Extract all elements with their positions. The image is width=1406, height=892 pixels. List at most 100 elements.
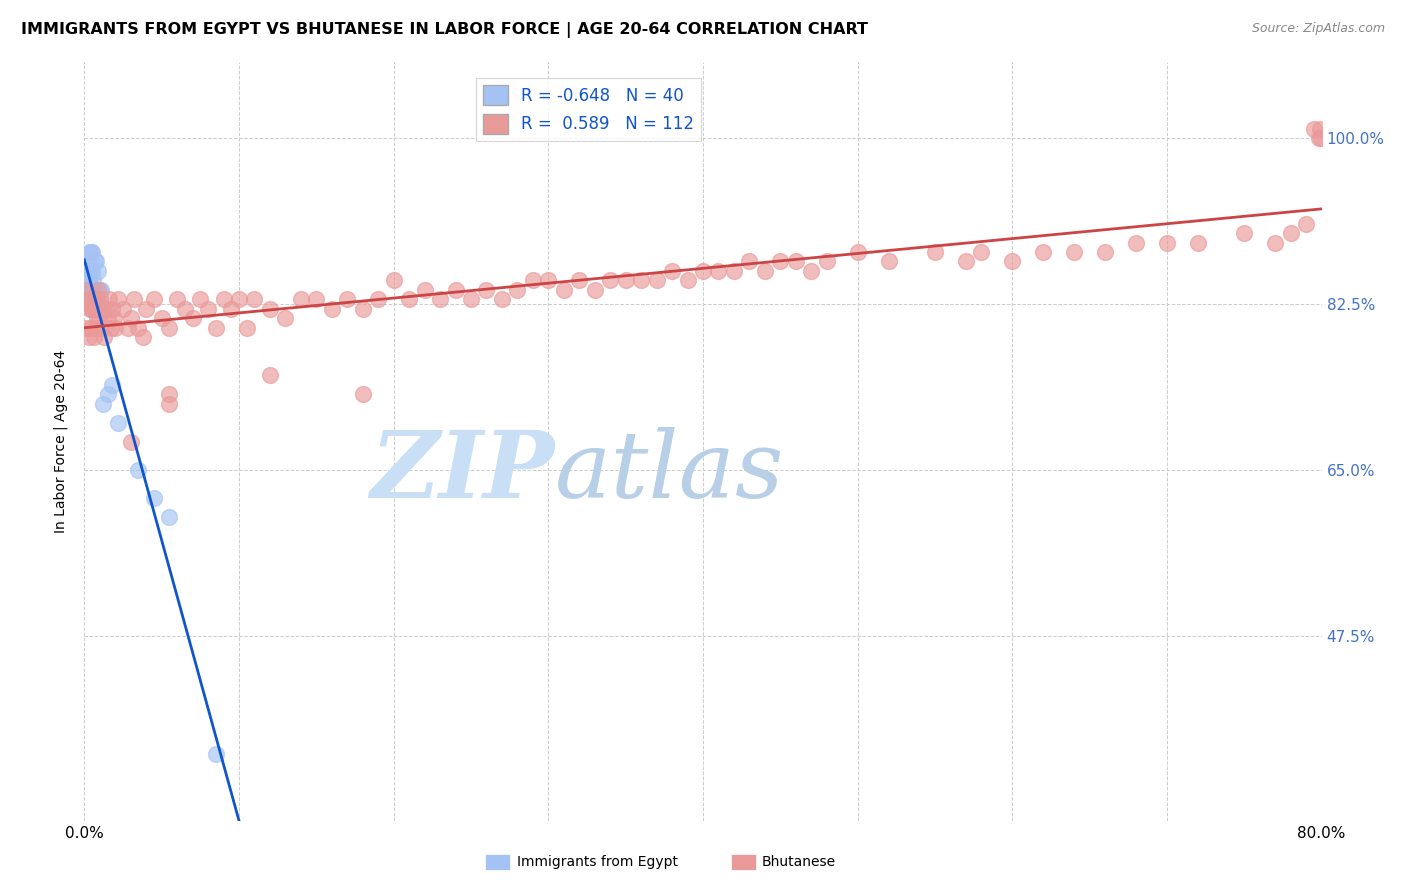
Point bbox=[259, 368, 281, 383]
Point bbox=[100, 321, 122, 335]
Point bbox=[1264, 235, 1286, 250]
Point bbox=[80, 321, 103, 335]
Point bbox=[82, 301, 104, 316]
Point bbox=[101, 377, 124, 392]
Point bbox=[352, 301, 374, 316]
Point bbox=[367, 293, 389, 307]
Point bbox=[924, 244, 946, 259]
Point bbox=[83, 293, 105, 307]
Point bbox=[84, 293, 107, 307]
Point bbox=[398, 293, 420, 307]
Point bbox=[77, 283, 100, 297]
Point bbox=[94, 301, 117, 316]
Point bbox=[205, 747, 228, 762]
Point bbox=[205, 321, 228, 335]
Point bbox=[970, 244, 993, 259]
Point bbox=[79, 283, 101, 297]
Point bbox=[77, 273, 100, 287]
Point bbox=[1063, 244, 1085, 259]
Point bbox=[1302, 121, 1324, 136]
Point bbox=[1094, 244, 1116, 259]
Point bbox=[77, 244, 100, 259]
Point bbox=[91, 396, 114, 410]
Point bbox=[692, 264, 714, 278]
Point bbox=[1309, 121, 1331, 136]
Point bbox=[1032, 244, 1054, 259]
Point bbox=[86, 264, 108, 278]
Point bbox=[212, 293, 235, 307]
Point bbox=[77, 330, 100, 344]
Legend: R = -0.648   N = 40, R =  0.589   N = 112: R = -0.648 N = 40, R = 0.589 N = 112 bbox=[477, 78, 702, 141]
Point bbox=[150, 311, 173, 326]
Point bbox=[235, 321, 259, 335]
Point bbox=[83, 301, 105, 316]
Point bbox=[82, 293, 104, 307]
Point bbox=[79, 293, 101, 307]
Point bbox=[159, 387, 180, 401]
Point bbox=[135, 301, 157, 316]
Point bbox=[1187, 235, 1209, 250]
Point bbox=[84, 293, 107, 307]
Point bbox=[444, 283, 467, 297]
Point bbox=[877, 254, 900, 268]
Point bbox=[413, 283, 436, 297]
Point bbox=[79, 301, 101, 316]
Point bbox=[159, 510, 180, 524]
Point bbox=[127, 321, 149, 335]
Point bbox=[522, 273, 544, 287]
Point bbox=[197, 301, 219, 316]
Point bbox=[79, 293, 101, 307]
Point bbox=[645, 273, 668, 287]
Point bbox=[382, 273, 405, 287]
Point bbox=[630, 273, 652, 287]
Point bbox=[1308, 131, 1330, 145]
Point bbox=[76, 321, 98, 335]
Point bbox=[127, 463, 149, 477]
Point bbox=[491, 293, 513, 307]
Point bbox=[429, 293, 451, 307]
Point bbox=[80, 264, 103, 278]
Point bbox=[290, 293, 312, 307]
Point bbox=[460, 293, 482, 307]
Point bbox=[537, 273, 560, 287]
Point bbox=[599, 273, 621, 287]
Point bbox=[475, 283, 498, 297]
Point bbox=[83, 293, 105, 307]
Point bbox=[80, 293, 103, 307]
Point bbox=[80, 283, 103, 297]
Point bbox=[568, 273, 591, 287]
Point bbox=[181, 311, 204, 326]
Point bbox=[76, 254, 98, 268]
Point bbox=[82, 244, 104, 259]
Point bbox=[120, 311, 142, 326]
Point bbox=[174, 301, 197, 316]
Point bbox=[800, 264, 823, 278]
Point bbox=[103, 311, 125, 326]
Point bbox=[661, 264, 683, 278]
Point bbox=[583, 283, 606, 297]
Point bbox=[83, 330, 105, 344]
Point bbox=[87, 293, 110, 307]
Point bbox=[259, 301, 281, 316]
Point bbox=[506, 283, 529, 297]
Point bbox=[82, 293, 104, 307]
Point bbox=[1295, 217, 1317, 231]
Point bbox=[243, 293, 266, 307]
Point bbox=[143, 491, 166, 506]
Text: IMMIGRANTS FROM EGYPT VS BHUTANESE IN LABOR FORCE | AGE 20-64 CORRELATION CHART: IMMIGRANTS FROM EGYPT VS BHUTANESE IN LA… bbox=[21, 22, 868, 38]
Point bbox=[90, 321, 112, 335]
Point bbox=[76, 283, 98, 297]
Point bbox=[93, 330, 115, 344]
Point bbox=[846, 244, 869, 259]
Point bbox=[676, 273, 699, 287]
Point bbox=[96, 311, 118, 326]
Point bbox=[723, 264, 745, 278]
Point bbox=[305, 293, 328, 307]
Point bbox=[104, 321, 127, 335]
Point bbox=[82, 301, 104, 316]
Point bbox=[754, 264, 776, 278]
Point bbox=[159, 396, 180, 410]
Y-axis label: In Labor Force | Age 20-64: In Labor Force | Age 20-64 bbox=[53, 350, 69, 533]
Point bbox=[107, 293, 129, 307]
Point bbox=[79, 244, 101, 259]
